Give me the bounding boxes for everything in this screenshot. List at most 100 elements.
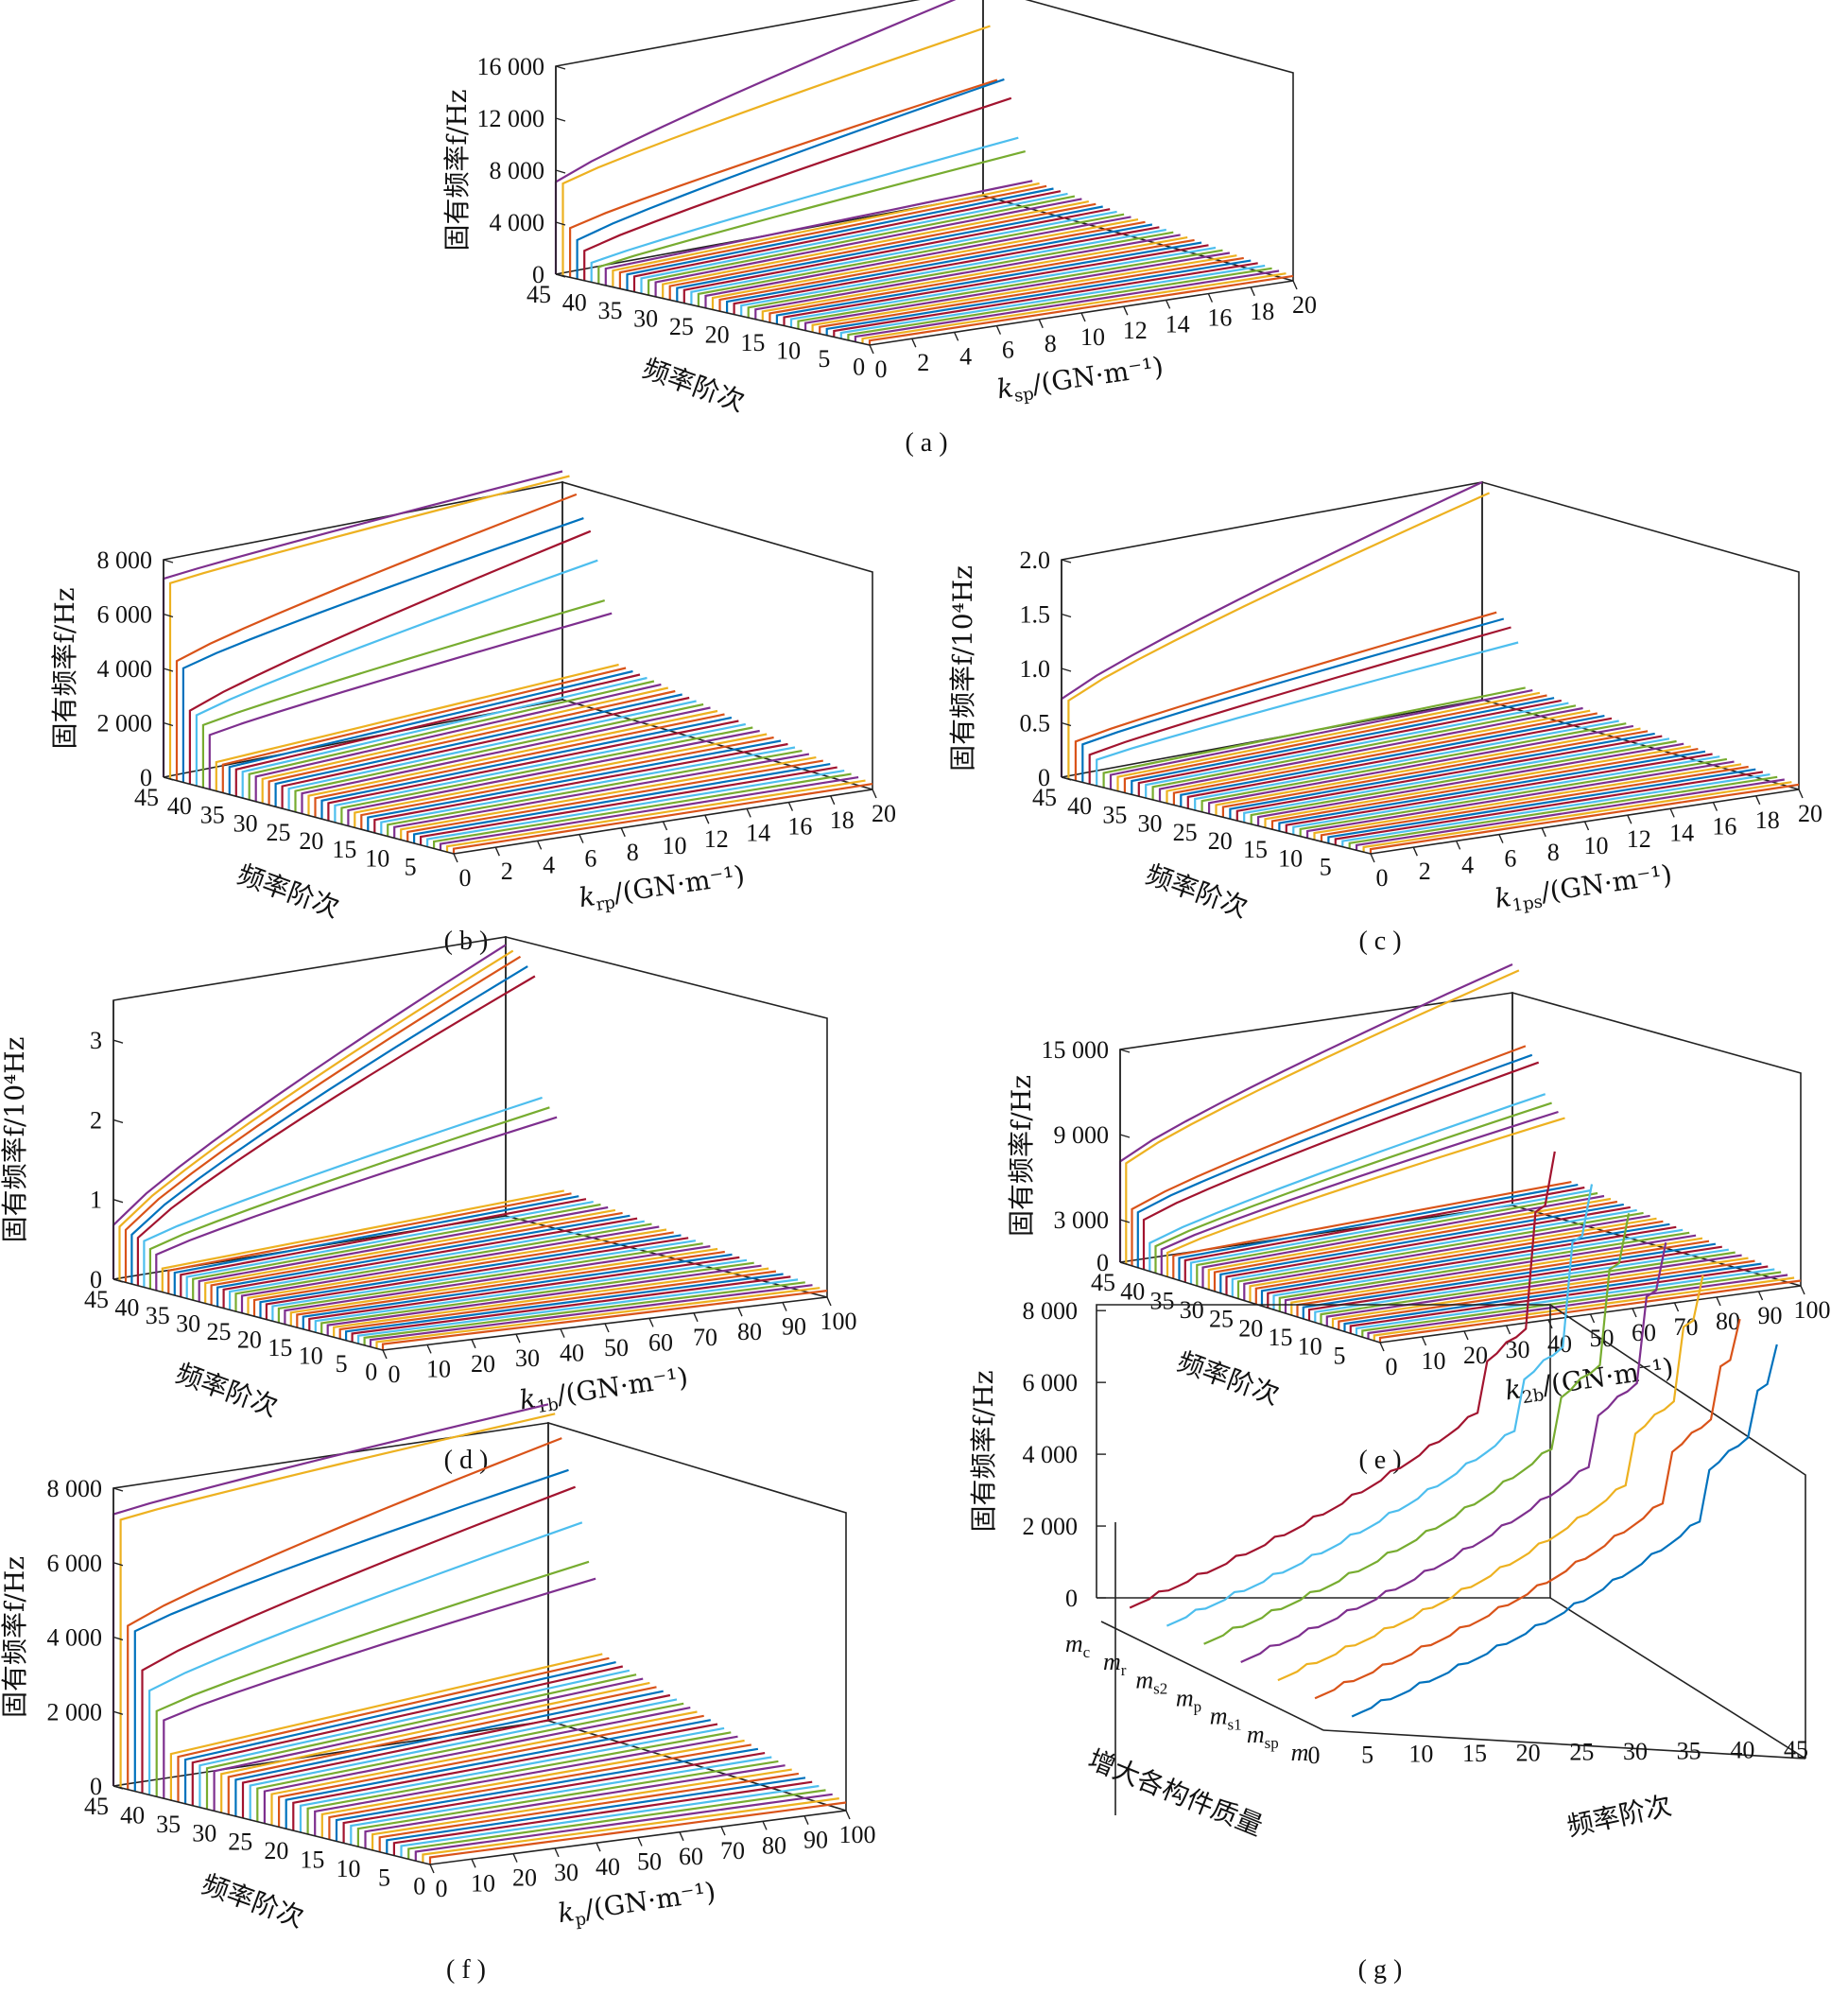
series-line-order-18 [306,1731,732,1834]
order-tick-label: 30 [633,305,658,333]
series-line-order-2 [1362,781,1792,853]
stiffness-tick-label: 70 [693,1324,717,1351]
series-line-order-23 [711,218,1139,310]
frequency-axis-label: 固有频率f/10⁴Hz [947,565,978,772]
freq-tick-label: 1 [90,1187,102,1214]
order-tick-label: 30 [233,810,258,838]
freq-tick-label: 0 [532,261,544,288]
series-line-order-31 [1201,1194,1605,1288]
series-line-order-23 [1215,727,1641,816]
series-line-order-38 [1109,689,1533,789]
series-line-order-35 [626,187,1054,290]
series-line-order-11 [356,1760,779,1847]
series-line-order-2 [422,1797,839,1864]
series-line-order-15 [769,238,1195,323]
freq-tick-mark [112,1039,124,1044]
series-line-order-26 [690,210,1117,305]
freq-tick-label: 2 [90,1106,102,1134]
series-line-order-44 [168,475,570,779]
series-line-order-14 [1278,750,1706,832]
stiffness-tick-label: 8 [1045,330,1057,357]
freq-tick-mark [163,668,174,672]
series-line-order-31 [254,683,662,802]
order-tick-label: 40 [1730,1737,1754,1764]
series-line-order-17 [284,1245,711,1325]
mass-symbol: m [1135,1666,1153,1693]
stiffness-subscript: 1b [536,1395,561,1417]
freq-tick-label: 0 [90,1773,102,1800]
freq-tick-mark [112,1199,124,1204]
order-tick-label: 25 [1173,819,1198,846]
series-line-order-22 [278,1714,704,1828]
series-line-order-26 [229,1220,645,1310]
series-line-order-20 [292,1723,718,1831]
frequency-axis-label: 固有频率f/10⁴Hz [0,1037,30,1243]
order-tick-label: 25 [228,1829,252,1856]
freq-tick-label: 6 000 [1023,1369,1079,1396]
stiffness-tick-label: 60 [648,1328,673,1356]
series-line-order-37 [169,1653,603,1801]
series-line-order-5 [1355,1268,1775,1336]
series-line-order-22 [1254,1220,1664,1305]
freq-tick-mark [163,613,174,618]
freq-tick-mark [1061,668,1072,672]
stiffness-tick-mark [1412,846,1418,857]
series-line-order-41 [583,96,1012,281]
order-tick-label: 40 [114,1294,139,1322]
series-line-order-14 [367,739,782,832]
series-line-order-28 [234,1690,664,1817]
order-axis-label: 频率阶次 [233,858,344,924]
series-line-order-29 [268,689,676,806]
frequency-axis-label: 固有频率f/Hz [441,90,473,251]
series-line-order-16 [761,236,1188,321]
stiffness-unit: /(GN·m⁻¹) [555,1361,690,1411]
series-line-order-41 [1142,1061,1540,1270]
back-wall-left [555,0,984,274]
stiffness-axis-label: k1b/(GN·m⁻¹) [517,1361,690,1420]
mass-subscript: c [1083,1643,1091,1661]
freq-tick-mark [555,273,566,278]
stiffness-tick-label: 20 [1463,1342,1488,1369]
order-axis-label: 频率阶次 [198,1868,308,1933]
stiffness-tick-label: 90 [1758,1302,1783,1329]
stiffness-symbol: k [1493,881,1512,914]
mass-tick-label: ms1 [1210,1703,1242,1734]
freq-tick-mark [112,1562,124,1567]
stiffness-tick-label: 90 [782,1313,806,1341]
stiffness-tick-label: 16 [787,813,812,841]
series-line-order-30 [1166,709,1591,804]
freq-tick-label: 6 000 [47,1550,103,1577]
stiffness-tick-label: 12 [1123,317,1148,344]
series-line-order-18 [1250,739,1677,824]
stiffness-tick-label: 10 [1080,323,1105,351]
series-line-order-35 [228,669,633,795]
stiffness-tick-mark [1583,821,1590,831]
mass-symbol: m [1291,1739,1309,1766]
stiffness-tick-mark [830,795,836,806]
series-line-order-33 [1145,702,1569,799]
series-line-order-19 [740,228,1166,317]
series-line-order-11 [387,750,803,837]
series-line-order-6 [1334,771,1764,845]
series-line-order-8 [819,256,1244,335]
series-line-order-40 [148,1521,583,1795]
stiffness-tick-label: 6 [1504,845,1516,873]
series-line-order-9 [811,254,1237,333]
back-wall-right [505,935,828,1297]
order-tick-label: 15 [332,836,356,863]
order-axis-label: 频率阶次 [1564,1790,1674,1843]
freq-tick-mark [555,169,566,174]
chart-panel-b: 0 2 000 4 000 6 000 8 000 45 40 35 30 25 20 15 10 5 0 2… [49,470,896,924]
series-line-order-37 [1166,1117,1565,1277]
series-line-order-9 [1313,763,1742,841]
stiffness-tick-mark [1755,795,1761,806]
mass-series-line [1314,1318,1741,1700]
series-line-order-11 [1299,757,1728,837]
series-line-order-23 [247,1228,667,1315]
order-tick-label: 20 [705,321,730,349]
series-line-order-45 [112,944,507,1279]
freq-tick-mark [1119,1261,1131,1266]
freq-tick-mark [555,221,566,226]
order-tick-label: 15 [300,1847,324,1874]
